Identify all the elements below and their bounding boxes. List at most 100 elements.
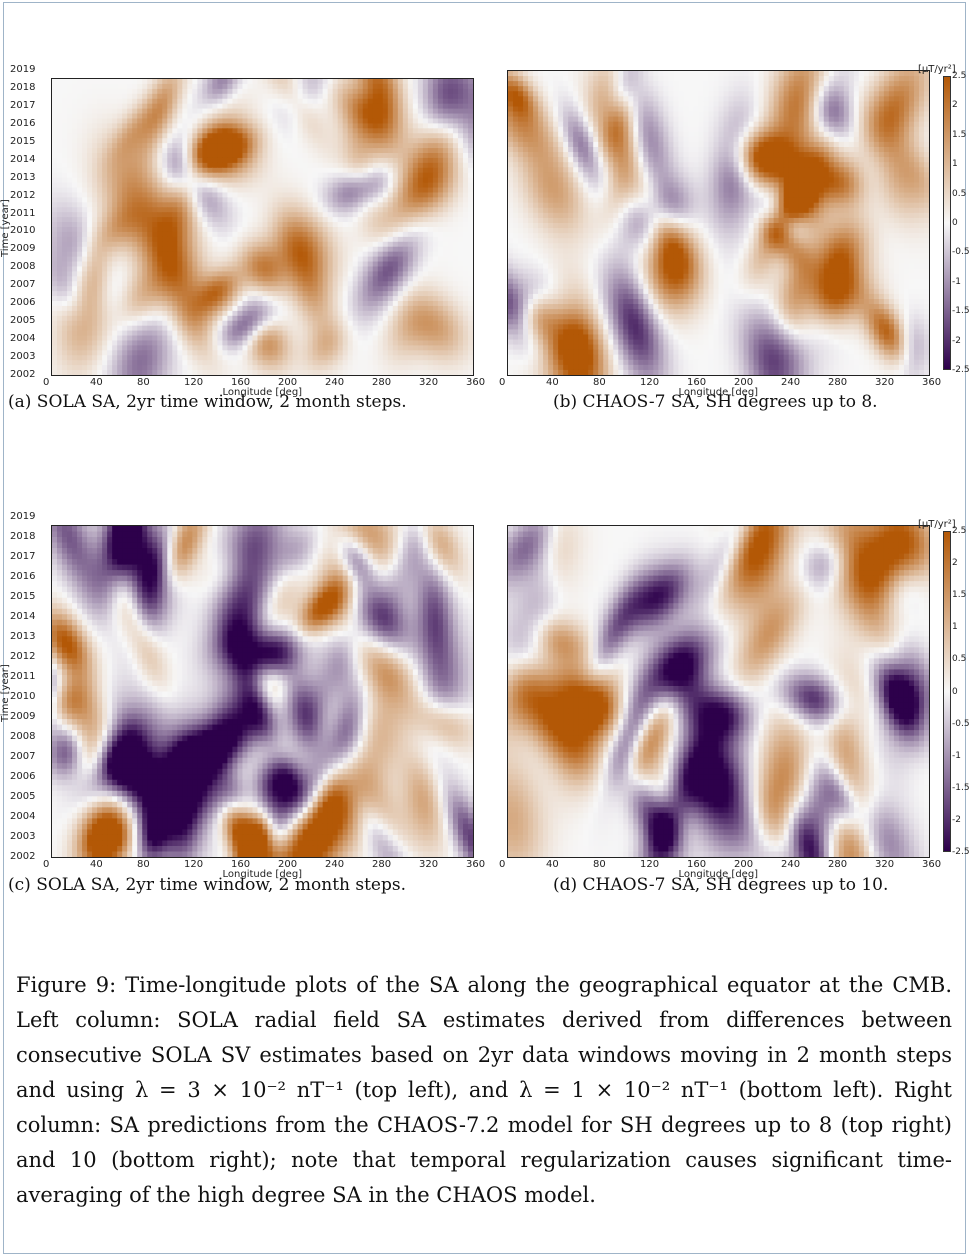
heatmap-cell xyxy=(302,360,309,366)
heatmap-cell xyxy=(67,246,73,253)
heatmap-cell xyxy=(102,177,108,184)
heatmap-cell xyxy=(232,365,239,371)
heatmap-cell xyxy=(332,192,339,198)
heatmap-cell xyxy=(337,315,344,322)
heatmap-cell xyxy=(202,83,208,90)
heatmap-cell xyxy=(447,261,454,268)
heatmap-cell xyxy=(297,325,304,332)
heatmap-cell xyxy=(297,261,304,268)
heatmap-cell xyxy=(57,133,63,139)
heatmap-cell xyxy=(317,207,324,213)
heatmap-cell xyxy=(157,355,163,361)
heatmap-cell xyxy=(52,281,58,287)
heatmap-cell xyxy=(82,320,88,327)
heatmap-cell xyxy=(347,271,354,277)
heatmap-cell xyxy=(352,153,359,159)
heatmap-cell xyxy=(172,83,178,90)
heatmap-cell xyxy=(332,325,339,332)
heatmap-cell xyxy=(207,330,213,337)
heatmap-cell xyxy=(117,315,123,322)
heatmap-cell xyxy=(327,320,334,327)
heatmap-cell xyxy=(77,281,83,287)
heatmap-cell xyxy=(382,325,389,332)
heatmap-cell xyxy=(177,256,183,263)
heatmap-cell xyxy=(97,187,103,194)
heatmap-cell xyxy=(437,256,444,263)
heatmap-cell xyxy=(322,305,329,312)
heatmap-cell xyxy=(372,310,379,317)
heatmap-cell xyxy=(282,212,289,218)
heatmap-cell xyxy=(187,261,193,268)
heatmap-cell xyxy=(172,340,178,346)
heatmap-cell xyxy=(52,167,58,174)
heatmap-cell xyxy=(242,360,249,366)
heatmap-cell xyxy=(282,251,289,258)
heatmap-cell xyxy=(357,296,364,302)
heatmap-cell xyxy=(322,286,329,292)
heatmap-cell xyxy=(377,251,384,258)
heatmap-cell xyxy=(407,172,414,179)
heatmap-cell xyxy=(442,291,449,297)
heatmap-cell xyxy=(107,153,113,159)
heatmap-cell xyxy=(362,360,369,366)
heatmap-cell xyxy=(157,335,163,342)
heatmap-cell xyxy=(412,231,419,238)
heatmap-cell xyxy=(82,98,88,105)
heatmap-cell xyxy=(162,286,168,292)
heatmap-cell xyxy=(67,345,73,351)
heatmap-cell xyxy=(142,133,148,139)
heatmap-cell xyxy=(132,103,138,110)
heatmap-cell xyxy=(422,98,429,105)
heatmap-cell xyxy=(87,113,93,120)
heatmap-cell xyxy=(317,118,324,124)
heatmap-cell xyxy=(432,103,439,110)
heatmap-cell xyxy=(467,103,473,110)
heatmap-cell xyxy=(87,365,93,371)
heatmap-cell xyxy=(217,286,223,292)
heatmap-cell xyxy=(437,148,444,154)
heatmap-cell xyxy=(382,236,389,243)
heatmap-cell xyxy=(147,113,153,120)
heatmap-cell xyxy=(202,79,208,85)
heatmap-cell xyxy=(102,350,108,356)
heatmap-cell xyxy=(277,167,284,174)
heatmap-cell xyxy=(207,276,213,282)
heatmap-cell xyxy=(162,133,168,139)
heatmap-cell xyxy=(87,340,93,346)
heatmap-cell xyxy=(87,222,93,228)
heatmap-cell xyxy=(387,98,394,105)
heatmap-cell xyxy=(202,335,208,342)
heatmap-cell xyxy=(302,217,309,223)
heatmap-cell xyxy=(177,291,183,297)
heatmap-cell xyxy=(467,88,473,95)
heatmap-cell xyxy=(217,246,223,253)
heatmap-cell xyxy=(362,192,369,198)
heatmap-cell xyxy=(72,157,78,164)
heatmap-cell xyxy=(342,320,349,327)
heatmap-cell xyxy=(362,157,369,164)
heatmap-cell xyxy=(432,128,439,134)
heatmap-cell xyxy=(272,345,279,351)
heatmap-cell xyxy=(307,320,314,327)
heatmap-cell xyxy=(92,350,98,356)
heatmap-cell xyxy=(92,246,98,253)
heatmap-cell xyxy=(192,266,198,272)
heatmap-cell xyxy=(252,281,259,287)
heatmap-cell xyxy=(127,162,133,169)
heatmap-cell xyxy=(122,360,128,366)
heatmap-cell xyxy=(277,133,284,139)
heatmap-cell xyxy=(457,296,464,302)
heatmap-cell xyxy=(182,335,188,342)
heatmap-cell xyxy=(317,231,324,238)
heatmap-cell xyxy=(467,138,473,144)
heatmap-cell xyxy=(392,202,399,208)
heatmap-cell xyxy=(112,325,118,332)
heatmap-cell xyxy=(257,88,264,95)
heatmap-cell xyxy=(167,276,173,282)
heatmap-cell xyxy=(432,231,439,238)
heatmap-cell xyxy=(412,330,419,337)
heatmap-cell xyxy=(187,360,193,366)
heatmap-cell xyxy=(412,167,419,174)
heatmap-cell xyxy=(262,365,269,371)
heatmap-cell xyxy=(117,236,123,243)
